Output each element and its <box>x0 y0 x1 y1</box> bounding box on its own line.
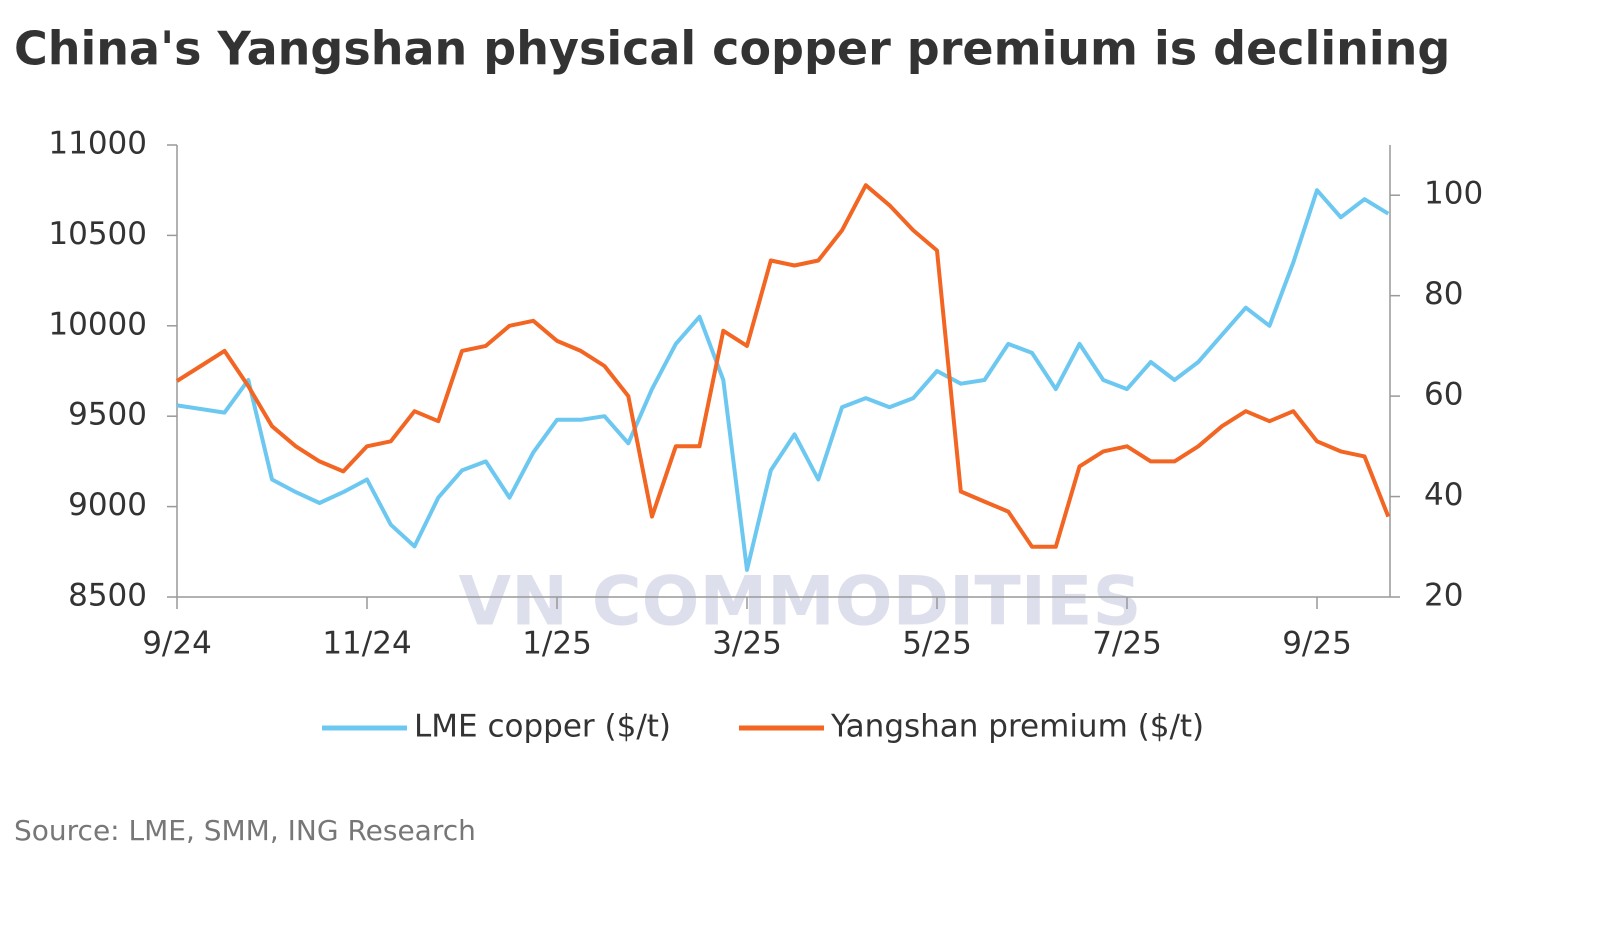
series-line <box>175 183 1391 549</box>
y2-tick-label: 60 <box>1424 377 1463 413</box>
chart-title: China's Yangshan physical copper premium… <box>14 22 1450 76</box>
y-tick-label: 11000 <box>48 126 147 162</box>
x-tick-label: 5/25 <box>902 626 972 662</box>
y-tick-label: 9000 <box>68 487 147 523</box>
y2-tick-label: 40 <box>1424 477 1463 513</box>
source-note: Source: LME, SMM, ING Research <box>14 814 476 847</box>
x-tick-label: 11/24 <box>322 626 411 662</box>
x-tick-label: 1/25 <box>522 626 592 662</box>
y2-tick-label: 80 <box>1424 276 1463 312</box>
series-line <box>176 188 1390 572</box>
y-tick-label: 9500 <box>68 397 147 433</box>
y2-tick-label: 20 <box>1424 578 1463 614</box>
y-tick-label: 8500 <box>68 578 147 614</box>
legend-label: Yangshan premium ($/t) <box>830 709 1204 745</box>
y-tick-label: 10000 <box>48 306 147 342</box>
x-tick-label: 3/25 <box>712 626 782 662</box>
legend-label: LME copper ($/t) <box>414 709 671 745</box>
watermark: VN COMMODITIES <box>459 563 1142 642</box>
y2-tick-label: 100 <box>1424 176 1483 212</box>
x-tick-label: 9/25 <box>1282 626 1352 662</box>
y-tick-label: 10500 <box>48 216 147 252</box>
x-tick-label: 9/24 <box>142 626 212 662</box>
x-tick-label: 7/25 <box>1092 626 1162 662</box>
